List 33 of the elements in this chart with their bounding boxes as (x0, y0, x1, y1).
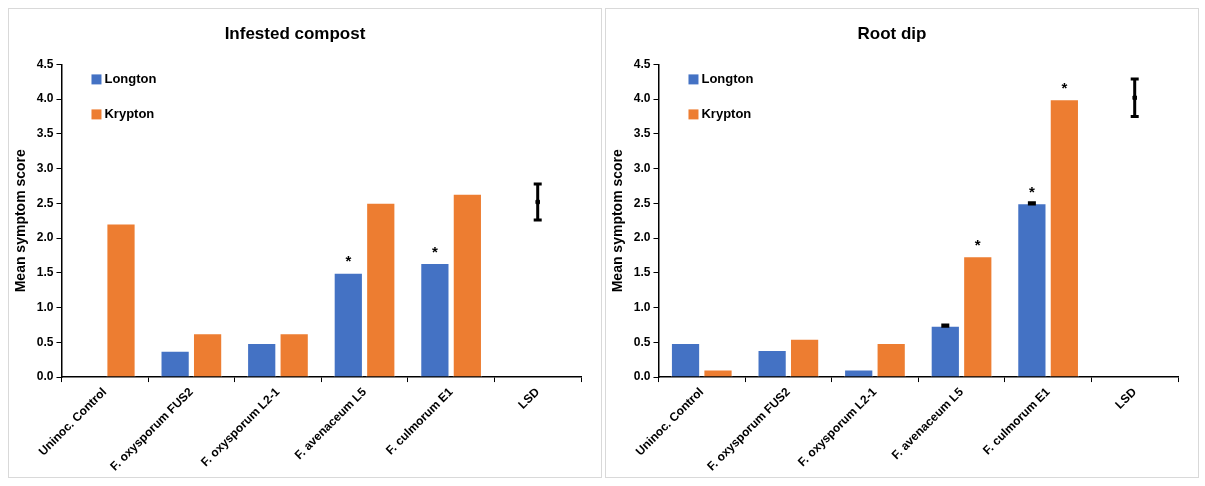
y-tick-label: 2.5 (633, 195, 651, 210)
y-tick-label: 4.5 (36, 56, 54, 71)
chart-title: Root dip (857, 23, 927, 43)
y-tick-label: 0.5 (36, 334, 54, 349)
y-tick-label: 1.5 (633, 265, 651, 280)
legend-label: Krypton (104, 105, 155, 121)
y-tick-label: 1.5 (36, 265, 54, 280)
annotation: * (974, 235, 981, 253)
annotation: * (1028, 183, 1035, 201)
y-tick-label: 0.0 (633, 369, 651, 384)
annotation: * (1061, 78, 1068, 96)
y-tick-label: 1.0 (633, 299, 651, 314)
y-axis-title: Mean symptom score (609, 148, 626, 293)
y-tick-label: 3.0 (633, 160, 651, 175)
y-tick-label: 3.5 (633, 126, 651, 141)
annotation: * (431, 242, 438, 260)
y-tick-label: 4.0 (36, 91, 54, 106)
y-tick-label: 0.0 (36, 369, 54, 384)
legend-label: Krypton (701, 105, 752, 121)
y-tick-label: 4.5 (633, 56, 651, 71)
y-tick-label: 2.5 (36, 195, 54, 210)
y-tick-label: 2.0 (633, 230, 651, 245)
y-tick-label: 4.0 (633, 91, 651, 106)
annotation: * (345, 252, 352, 270)
y-tick-label: 2.0 (36, 230, 54, 245)
y-tick-label: 3.5 (36, 126, 54, 141)
y-tick-label: 0.5 (633, 334, 651, 349)
y-axis-title: Mean symptom score (12, 148, 29, 293)
legend-label: Longton (104, 70, 157, 86)
chart-title: Infested compost (224, 23, 366, 43)
y-tick-label: 1.0 (36, 299, 54, 314)
y-tick-label: 3.0 (36, 160, 54, 175)
legend-label: Longton (701, 70, 754, 86)
